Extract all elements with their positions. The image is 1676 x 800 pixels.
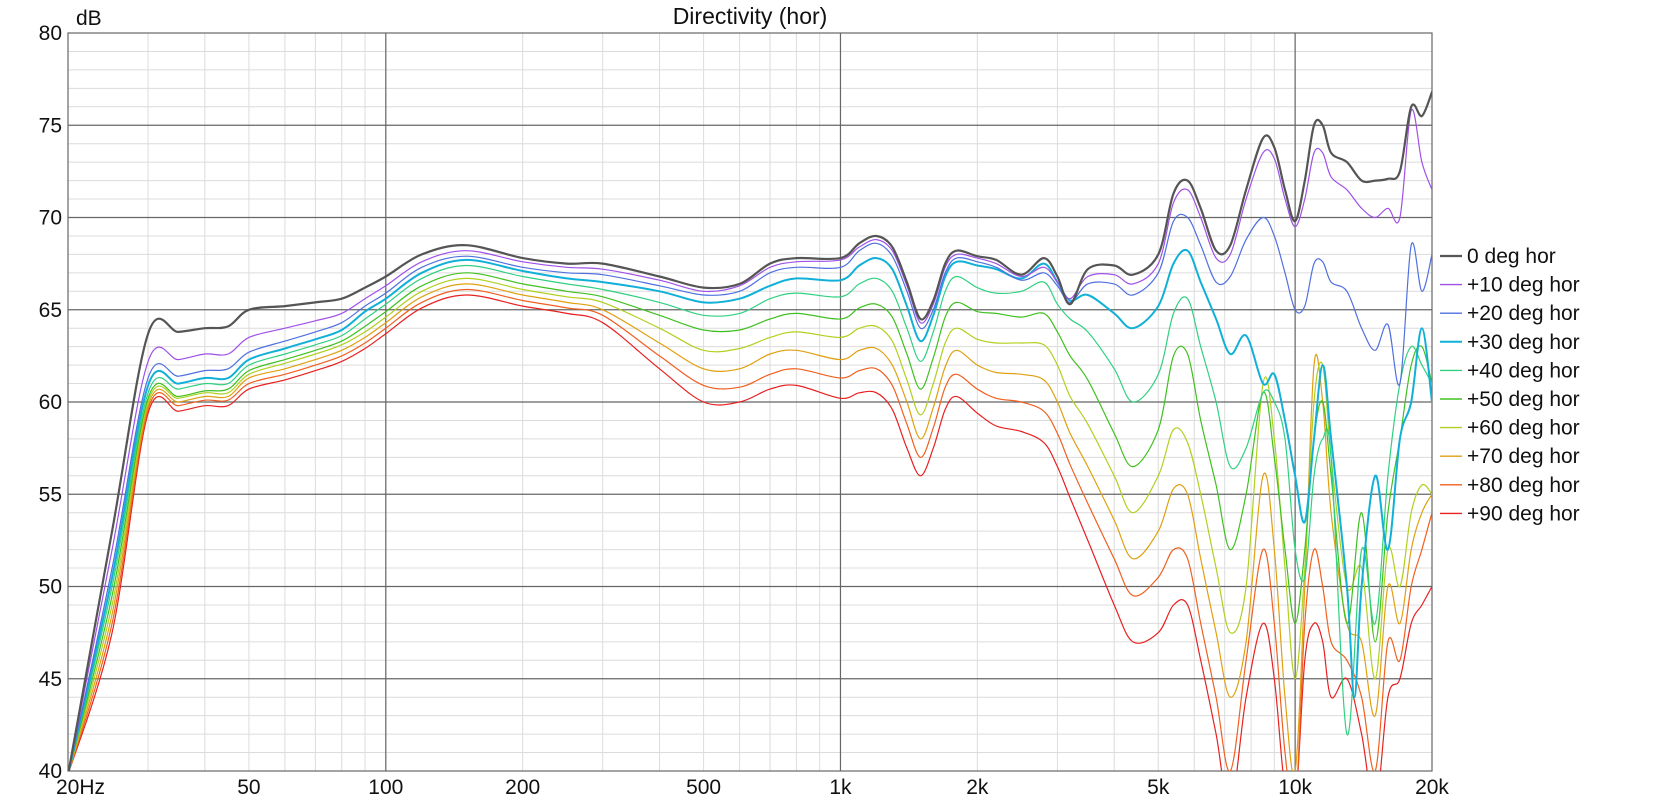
series-line-5 <box>68 272 1432 771</box>
series-lines <box>68 90 1432 771</box>
x-tick-label: 1k <box>829 776 852 799</box>
legend-label-3: +30 deg hor <box>1467 331 1580 354</box>
y-tick-label: 70 <box>39 207 62 230</box>
x-tick-label: 20k <box>1415 776 1449 799</box>
x-tick-label: 100 <box>368 776 403 799</box>
series-line-3 <box>68 248 1432 771</box>
y-tick-label: 50 <box>39 576 62 599</box>
legend-label-0: 0 deg hor <box>1467 245 1556 268</box>
legend-label-4: +40 deg hor <box>1467 359 1580 382</box>
y-tick-label: 65 <box>39 299 62 322</box>
y-axis-ticks: 40 45 50 55 60 65 70 75 80 <box>39 22 62 783</box>
y-axis-unit-label: dB <box>76 7 102 30</box>
x-tick-label: 5k <box>1147 776 1170 799</box>
series-line-9 <box>68 294 1432 771</box>
x-tick-label: 2k <box>966 776 989 799</box>
legend-label-1: +10 deg hor <box>1467 274 1580 297</box>
legend-label-7: +70 deg hor <box>1467 445 1580 468</box>
series-line-7 <box>68 283 1432 771</box>
legend-label-9: +90 deg hor <box>1467 502 1580 525</box>
legend-label-5: +50 deg hor <box>1467 388 1580 411</box>
series-line-6 <box>68 277 1432 771</box>
series-line-0 <box>68 90 1432 771</box>
y-tick-label: 60 <box>39 391 62 414</box>
x-tick-label: 10k <box>1278 776 1312 799</box>
legend-label-6: +60 deg hor <box>1467 417 1580 440</box>
x-tick-label: 50 <box>237 776 260 799</box>
y-tick-label: 80 <box>39 22 62 45</box>
legend-label-2: +20 deg hor <box>1467 302 1580 325</box>
y-tick-label: 75 <box>39 114 62 137</box>
x-tick-label: 500 <box>686 776 721 799</box>
series-line-1 <box>68 108 1432 771</box>
series-line-2 <box>68 213 1432 771</box>
series-line-8 <box>68 288 1432 771</box>
chart-title: Directivity (hor) <box>673 3 828 29</box>
x-tick-label: 20Hz <box>56 776 105 799</box>
x-axis-ticks: 20Hz 50 100 200 500 1k 2k 5k 10k 20k <box>56 776 1449 799</box>
legend: 0 deg hor +10 deg hor +20 deg hor +30 deg h… <box>1440 245 1580 525</box>
series-line-4 <box>68 264 1432 771</box>
y-tick-label: 55 <box>39 483 62 506</box>
y-tick-label: 40 <box>39 760 62 783</box>
x-tick-label: 200 <box>505 776 540 799</box>
y-tick-label: 45 <box>39 668 62 691</box>
legend-label-8: +80 deg hor <box>1467 474 1580 497</box>
